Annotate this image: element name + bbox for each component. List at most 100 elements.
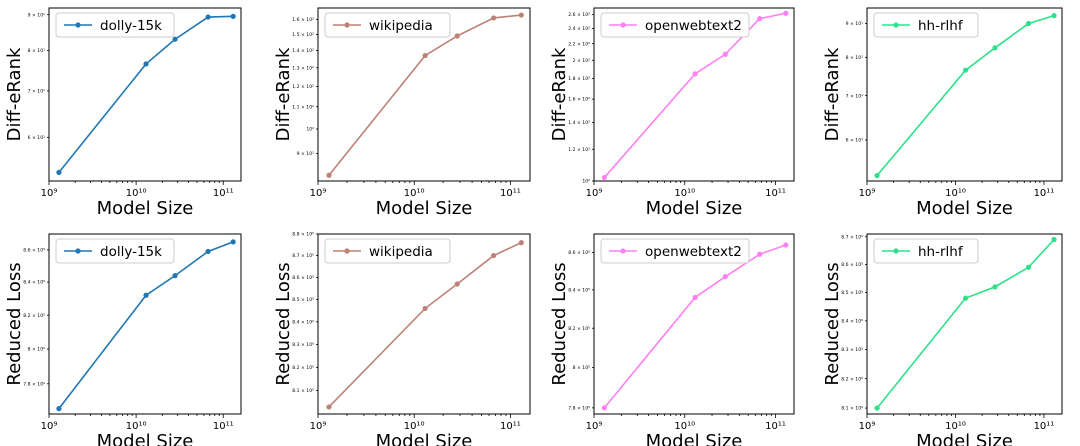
data-point [205, 248, 211, 255]
y-tick-label: 8.7 × 10⁰ [841, 234, 863, 240]
x-tick-label: 10¹⁰ [674, 421, 695, 432]
data-point [205, 14, 211, 20]
data-point [1025, 20, 1032, 27]
data-point [230, 13, 236, 19]
legend-box [55, 238, 175, 264]
legend-label: dolly-15k [100, 18, 162, 34]
x-axis-title: Model Size [916, 431, 1013, 446]
x-tick-label: 10¹⁰ [674, 188, 695, 199]
x-axis-title: Model Size [97, 198, 194, 219]
data-point [518, 12, 524, 18]
y-tick-label: 8 × 10¹ [28, 48, 46, 54]
y-tick-label: 8.6 × 10⁰ [292, 275, 314, 281]
legend-label: openwebtext2 [645, 244, 742, 260]
series-line [876, 14, 1055, 177]
y-tick-label: 8.2 × 10⁰ [841, 376, 863, 382]
y-tick-label: 1.4 × 10² [568, 120, 590, 126]
legend-box [600, 238, 750, 264]
series-line [876, 238, 1055, 409]
data-point [326, 404, 332, 410]
legend-label: openwebtext2 [645, 18, 742, 34]
legend-box [600, 12, 750, 38]
plot-frame [593, 7, 795, 182]
y-axis-title: Reduced Loss [549, 262, 570, 385]
data-point [1025, 264, 1032, 270]
data-point [992, 284, 998, 290]
data-point [1051, 13, 1057, 19]
plot-frame [48, 233, 242, 415]
y-tick-label: 1.5 × 10² [292, 32, 314, 38]
x-tick-label: 10⁹ [859, 188, 876, 199]
y-tick-label: 1.1 × 10² [292, 104, 314, 110]
series-line [58, 15, 234, 173]
x-tick-label: 10⁹ [41, 188, 58, 199]
data-point [783, 10, 789, 16]
legend-marker [344, 22, 350, 28]
y-tick-label: 8.4 × 10⁰ [292, 319, 314, 325]
legend-marker [893, 248, 899, 254]
y-tick-label: 9 × 10¹ [297, 151, 315, 157]
data-point [491, 252, 497, 259]
chart-diff-wiki: 10⁹ 10¹⁰ 10¹¹ 9 × 10¹ 10² 1.1 × 10² 1.2 × 10² 1… [273, 7, 531, 219]
x-tick-label: 10¹¹ [1034, 421, 1055, 432]
y-tick-label: 1.8 × 10² [568, 76, 590, 82]
y-tick-label: 1.2 × 10² [568, 147, 590, 153]
y-axis-title: Diff-eRank [822, 47, 843, 141]
data-point [757, 16, 763, 22]
x-axis-title: Model Size [376, 198, 473, 219]
x-tick-label: 10¹¹ [500, 421, 521, 432]
x-axis-title: Model Size [916, 198, 1013, 219]
series-line [603, 244, 787, 409]
y-tick-label: 6 × 10¹ [28, 135, 46, 141]
series-line [58, 241, 234, 410]
y-tick-label: 8.6 × 10⁰ [568, 250, 590, 256]
legend-box [873, 12, 979, 38]
y-tick-label: 8.5 × 10⁰ [292, 297, 314, 303]
y-tick-label: 8.3 × 10⁰ [841, 347, 863, 353]
x-tick-label: 10¹¹ [213, 188, 234, 199]
data-point [172, 36, 178, 42]
legend-marker [893, 22, 899, 28]
data-point [518, 240, 524, 246]
x-tick-label: 10⁹ [586, 421, 603, 432]
y-axis-title: Reduced Loss [4, 262, 25, 385]
plot-frame [317, 7, 531, 182]
y-tick-label: 8.3 × 10⁰ [292, 342, 314, 348]
x-tick-label: 10¹¹ [1034, 188, 1055, 199]
legend-label: wikipedia [369, 244, 433, 260]
x-tick-label: 10¹¹ [500, 188, 521, 199]
y-tick-label: 10² [306, 127, 314, 133]
data-point [874, 405, 880, 411]
legend-label: wikipedia [369, 18, 433, 34]
x-tick-label: 10⁹ [310, 188, 327, 199]
data-point [601, 405, 607, 411]
plot-frame [48, 7, 242, 182]
legend-label: hh-rlhf [918, 244, 964, 260]
y-tick-label: 8.6 × 10⁰ [841, 262, 863, 268]
y-tick-label: 8 × 10⁰ [573, 365, 591, 371]
chart-loss-wiki: 10⁹ 10¹⁰ 10¹¹ 8.1 × 10⁰ 8.2 × 10⁰ 8.3 × 10⁰ 8.… [273, 232, 531, 446]
data-point [692, 71, 698, 77]
chart-diff-owt: 10⁹ 10¹⁰ 10¹¹ 10² 1.2 × 10² 1.4 × 10² 1.6 × 10… [549, 7, 795, 219]
legend-box [55, 12, 175, 38]
y-tick-label: 7 × 10¹ [28, 88, 46, 94]
y-tick-label: 6 × 10¹ [846, 138, 864, 144]
data-point [230, 239, 236, 245]
data-point [143, 292, 149, 298]
x-tick-label: 10¹¹ [213, 421, 234, 432]
y-tick-label: 8.2 × 10⁰ [292, 365, 314, 371]
y-axis-title: Reduced Loss [822, 262, 843, 385]
y-tick-label: 1.2 × 10² [292, 84, 314, 90]
data-point [56, 169, 62, 175]
y-axis-title: Diff-eRank [273, 47, 294, 141]
data-point [783, 242, 789, 248]
y-tick-label: 2.6 × 10² [568, 12, 590, 18]
y-tick-label: 8.1 × 10⁰ [841, 406, 863, 412]
x-axis-title: Model Size [646, 431, 743, 446]
x-axis-title: Model Size [376, 431, 473, 446]
legend-box [324, 12, 451, 38]
data-point [454, 33, 460, 39]
y-tick-label: 1.4 × 10² [292, 48, 314, 54]
data-point [326, 172, 332, 178]
